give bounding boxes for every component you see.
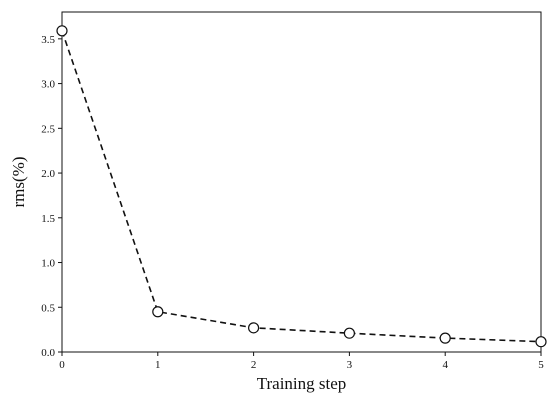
y-axis-label: rms(%) (9, 157, 28, 208)
data-point (56, 25, 68, 37)
y-tick-label: 2.5 (41, 123, 55, 135)
series-markers (56, 25, 547, 348)
x-tick-label: 4 (442, 359, 448, 371)
y-tick-label: 3.0 (41, 79, 55, 91)
y-tick-label: 1.5 (41, 213, 55, 225)
plot-frame (61, 11, 542, 353)
y-tick-label: 1.0 (41, 258, 55, 270)
x-tick-label: 5 (538, 359, 544, 371)
y-tick-label: 0.0 (41, 347, 55, 359)
y-axis-ticks: 0.0 0.5 1.0 1.5 2.0 2.5 3.0 3.5 (41, 34, 62, 359)
series-line (61, 30, 542, 343)
y-tick-label: 3.5 (41, 34, 55, 46)
x-tick-label: 2 (251, 359, 257, 371)
data-point (343, 327, 355, 339)
x-tick-label: 3 (347, 359, 353, 371)
data-point (535, 336, 547, 348)
x-tick-label: 0 (59, 359, 65, 371)
x-axis-label: Training step (257, 374, 347, 393)
x-axis-ticks: 0 1 2 3 4 5 (59, 352, 544, 371)
y-tick-label: 0.5 (41, 302, 55, 314)
x-tick-label: 1 (155, 359, 161, 371)
data-point (439, 332, 451, 344)
data-point (152, 306, 164, 318)
y-tick-label: 2.0 (41, 168, 55, 180)
data-point (248, 322, 260, 334)
